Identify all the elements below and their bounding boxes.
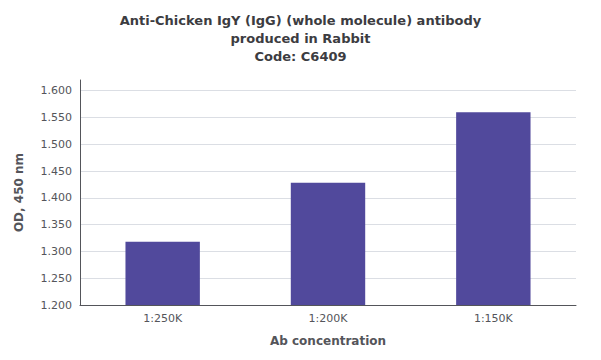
svg-text:1:150K: 1:150K: [474, 312, 514, 325]
svg-text:1.550: 1.550: [41, 111, 73, 124]
svg-text:Code: C6409: Code: C6409: [254, 49, 346, 64]
svg-text:1.200: 1.200: [41, 299, 73, 312]
svg-text:1:250K: 1:250K: [143, 312, 183, 325]
svg-text:1.300: 1.300: [41, 245, 73, 258]
svg-text:OD, 450 nm: OD, 450 nm: [12, 153, 26, 232]
svg-text:1.600: 1.600: [41, 84, 73, 97]
svg-text:produced in Rabbit: produced in Rabbit: [231, 31, 371, 46]
svg-text:1.250: 1.250: [41, 272, 73, 285]
svg-text:Anti-Chicken IgY (IgG) (whole: Anti-Chicken IgY (IgG) (whole molecule) …: [120, 13, 482, 28]
svg-text:1.450: 1.450: [41, 165, 73, 178]
svg-text:1.400: 1.400: [41, 191, 73, 204]
svg-text:1.350: 1.350: [41, 218, 73, 231]
svg-text:1:200K: 1:200K: [309, 312, 349, 325]
svg-text:1.500: 1.500: [41, 138, 73, 151]
svg-text:Ab concentration: Ab concentration: [270, 334, 386, 348]
